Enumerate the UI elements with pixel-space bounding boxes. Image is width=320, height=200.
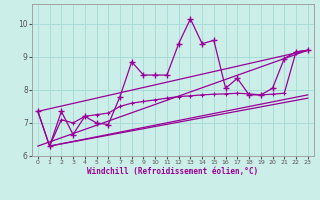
X-axis label: Windchill (Refroidissement éolien,°C): Windchill (Refroidissement éolien,°C) — [87, 167, 258, 176]
